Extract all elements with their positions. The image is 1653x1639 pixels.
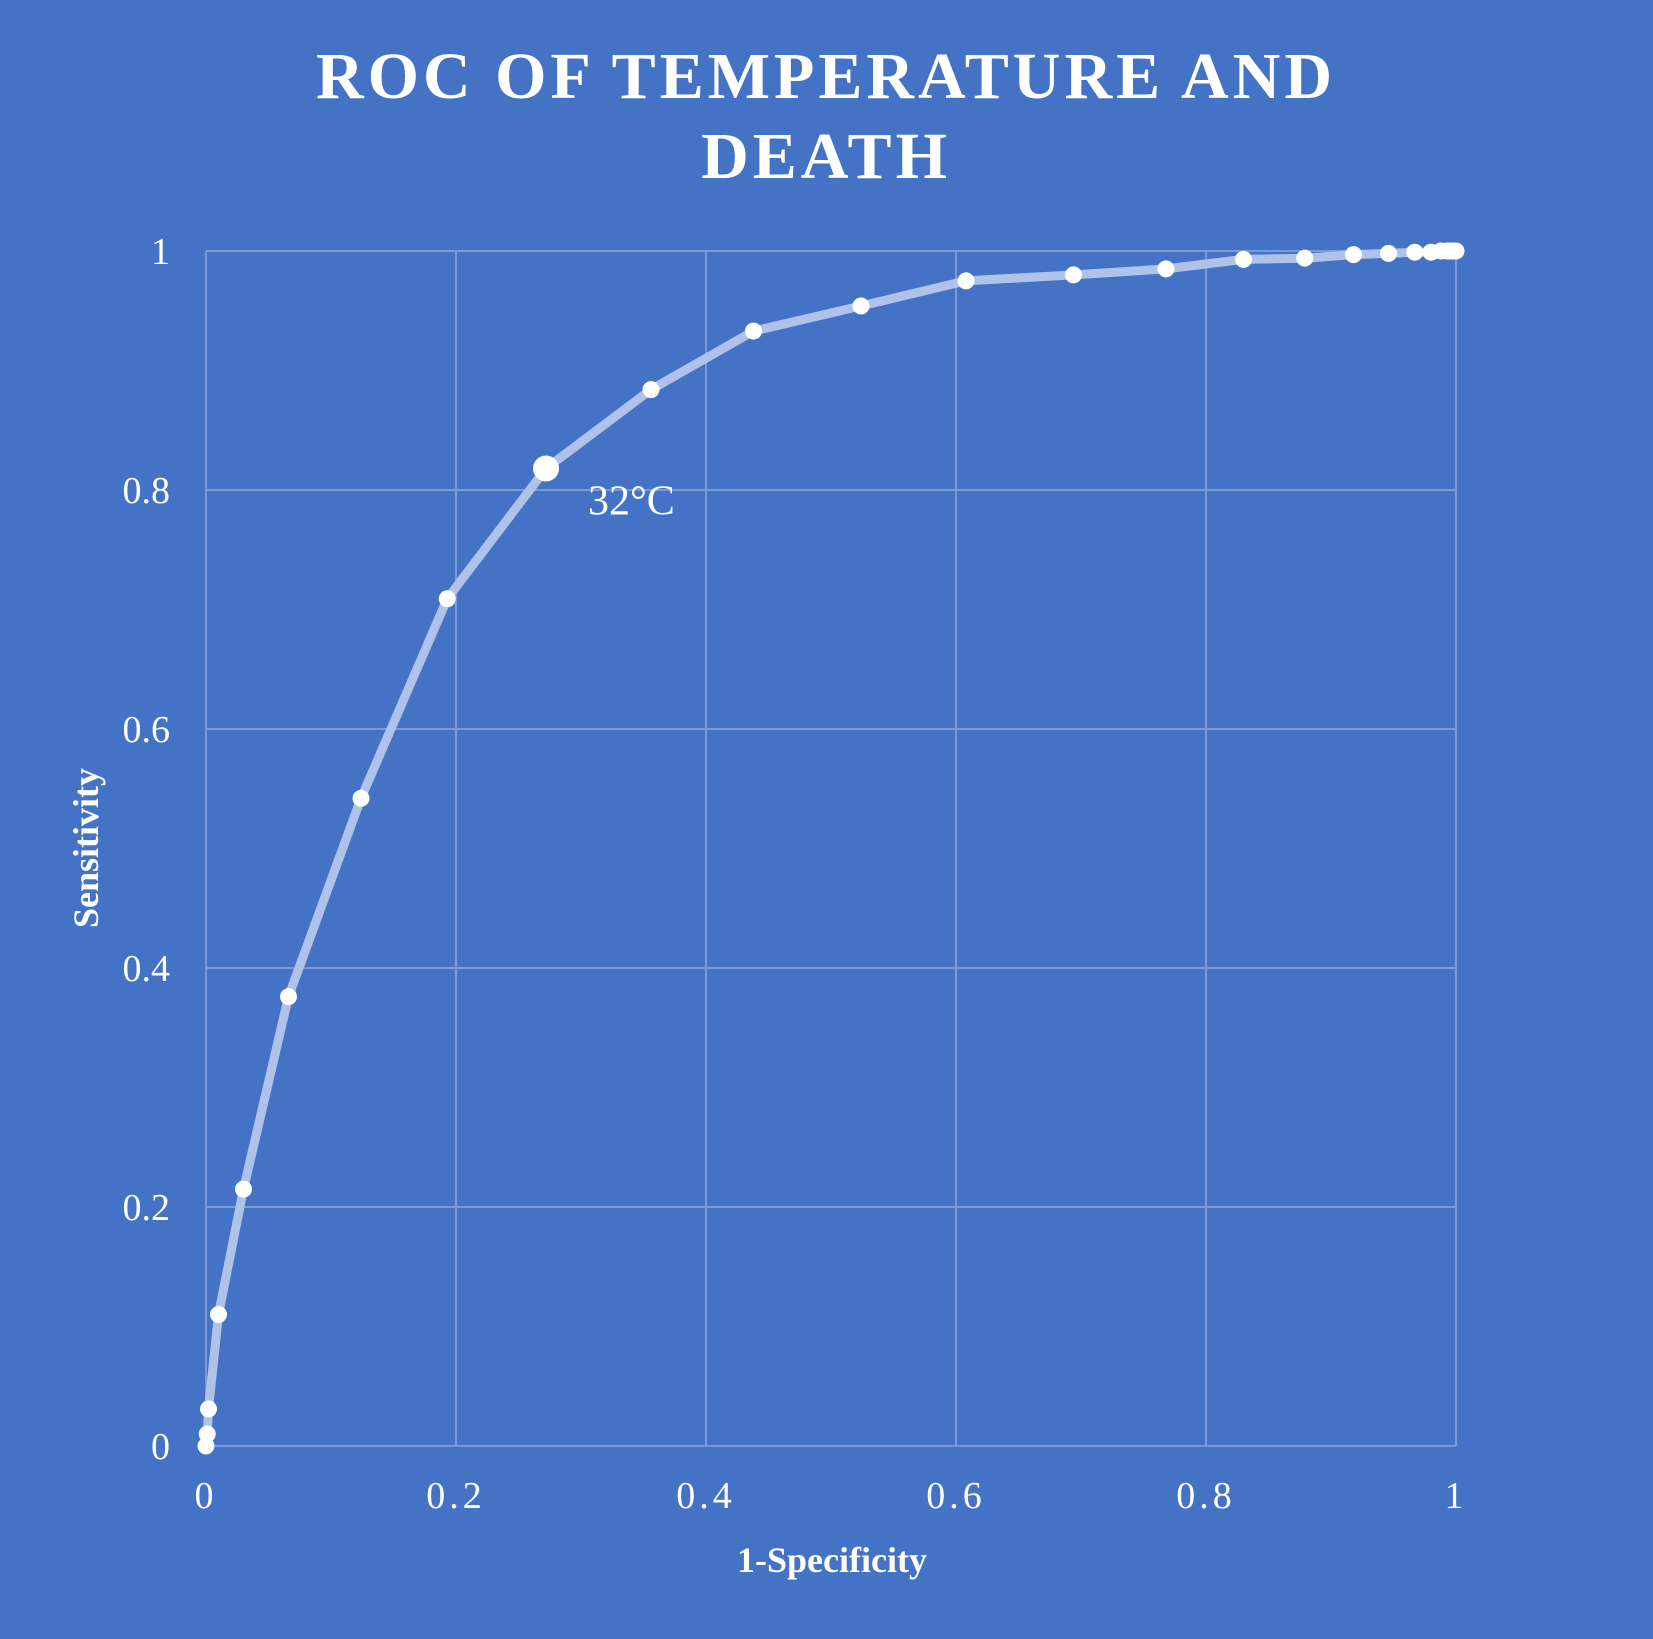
data-point-6 bbox=[352, 789, 370, 807]
data-point-7 bbox=[438, 590, 456, 608]
data-point-4 bbox=[235, 1180, 252, 1198]
data-point-19 bbox=[1406, 243, 1424, 261]
x-tick-label-1: 0.2 bbox=[426, 1475, 486, 1517]
data-point-2 bbox=[200, 1400, 217, 1418]
data-point-12 bbox=[957, 272, 975, 290]
x-tick-label-2: 0.4 bbox=[676, 1475, 736, 1517]
y-axis-ticks: 0 0.2 0.4 0.6 0.8 1 bbox=[123, 231, 171, 1468]
highlighted-point-0 bbox=[533, 455, 559, 482]
data-point-15 bbox=[1235, 250, 1252, 268]
data-point-3 bbox=[210, 1306, 227, 1324]
x-tick-label-4: 0.8 bbox=[1176, 1475, 1236, 1517]
data-point-17 bbox=[1345, 246, 1362, 264]
data-point-16 bbox=[1296, 249, 1314, 267]
data-point-18 bbox=[1380, 244, 1397, 262]
data-point-25 bbox=[1447, 242, 1465, 260]
data-point-1 bbox=[198, 1425, 216, 1443]
data-point-9 bbox=[642, 381, 660, 399]
x-axis-ticks: 0 0.2 0.4 0.6 0.8 1 bbox=[195, 1475, 1468, 1517]
x-tick-label-3: 0.6 bbox=[926, 1475, 986, 1517]
chart-title: ROC OF TEMPERATURE AND DEATH bbox=[316, 40, 1336, 193]
y-tick-label-0: 0 bbox=[151, 1426, 170, 1468]
data-point-5 bbox=[280, 988, 297, 1006]
y-axis-label: Sensitivity bbox=[66, 768, 106, 928]
data-point-10 bbox=[745, 322, 762, 340]
data-point-13 bbox=[1065, 266, 1082, 284]
y-tick-label-1: 0.2 bbox=[123, 1187, 171, 1229]
x-tick-label-0: 0 bbox=[195, 1475, 218, 1517]
y-tick-label-3: 0.6 bbox=[123, 709, 171, 751]
data-point-11 bbox=[852, 297, 870, 315]
chart-title-line-2: DEATH bbox=[701, 120, 951, 193]
data-point-14 bbox=[1157, 260, 1175, 278]
y-tick-label-4: 0.8 bbox=[123, 470, 171, 512]
roc-series bbox=[197, 242, 1465, 1455]
annotations: 32°C bbox=[533, 455, 675, 524]
x-axis-label: 1-Specificity bbox=[737, 1540, 927, 1580]
gridlines bbox=[205, 250, 1457, 1447]
annotation-label-0: 32°C bbox=[588, 478, 675, 524]
y-tick-label-2: 0.4 bbox=[123, 948, 171, 990]
x-tick-label-5: 1 bbox=[1445, 1475, 1468, 1517]
y-tick-label-5: 1 bbox=[151, 231, 170, 273]
series-line-0 bbox=[201, 246, 1461, 1451]
chart-title-line-1: ROC OF TEMPERATURE AND bbox=[316, 40, 1336, 113]
